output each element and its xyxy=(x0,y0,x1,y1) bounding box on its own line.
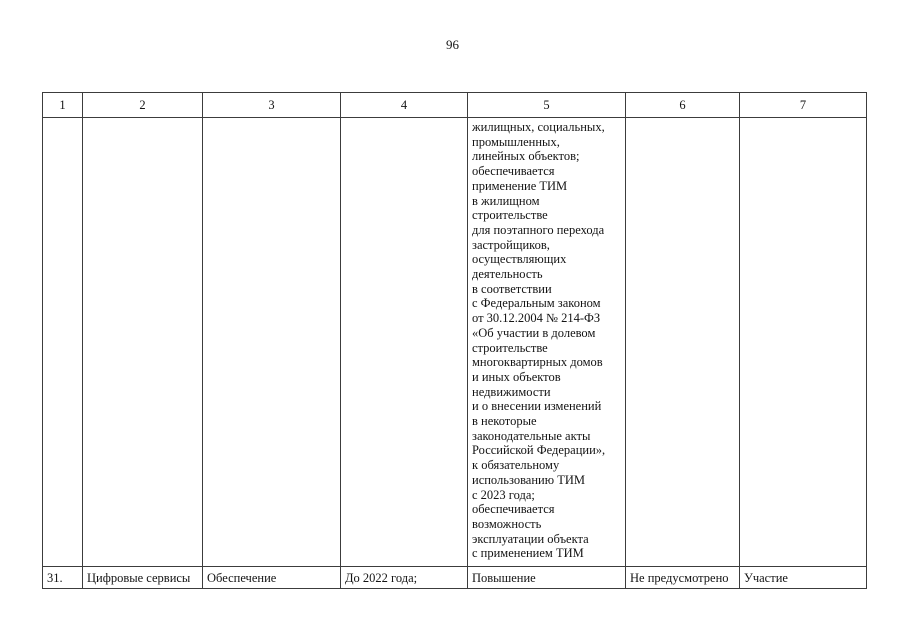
continuation-cell-7 xyxy=(739,117,867,567)
table-row: 31. Цифровые сервисы Обеспечение До 2022… xyxy=(42,566,867,589)
continuation-cell-5: жилищных, социальных, промышленных, лине… xyxy=(467,117,626,567)
header-cell-4: 4 xyxy=(340,92,468,118)
header-cell-5: 5 xyxy=(467,92,626,118)
row31-col4-text: До 2022 года; xyxy=(345,570,418,585)
continuation-col5-text: жилищных, социальных, промышленных, лине… xyxy=(472,120,606,561)
row31-cell-6: Не предусмотрено xyxy=(625,566,740,589)
continuation-cell-2 xyxy=(82,117,203,567)
continuation-cell-3 xyxy=(202,117,341,567)
row31-cell-2: Цифровые сервисы xyxy=(82,566,203,589)
header-cell-7: 7 xyxy=(739,92,867,118)
row31-col7-text: Участие xyxy=(744,570,788,585)
continuation-cell-4 xyxy=(340,117,468,567)
row31-cell-5: Повышение xyxy=(467,566,626,589)
row31-col2-text: Цифровые сервисы xyxy=(87,570,191,585)
continuation-cell-1 xyxy=(42,117,83,567)
header-cell-1: 1 xyxy=(42,92,83,118)
page-number: 96 xyxy=(446,37,459,52)
row31-cell-4: До 2022 года; xyxy=(340,566,468,589)
row31-num: 31. xyxy=(47,570,63,585)
data-table: 1 2 3 4 5 6 7 жилищных, социальных, пром… xyxy=(42,92,867,589)
row31-col5-text: Повышение xyxy=(472,570,536,585)
continuation-row: жилищных, социальных, промышленных, лине… xyxy=(42,117,867,567)
row31-col3-text: Обеспечение xyxy=(207,570,277,585)
row31-col6-text: Не предусмотрено xyxy=(630,570,729,585)
row31-cell-7: Участие xyxy=(739,566,867,589)
header-cell-3: 3 xyxy=(202,92,341,118)
table-header-row: 1 2 3 4 5 6 7 xyxy=(42,92,867,118)
row31-cell-num: 31. xyxy=(42,566,83,589)
header-cell-6: 6 xyxy=(625,92,740,118)
continuation-cell-6 xyxy=(625,117,740,567)
row31-cell-3: Обеспечение xyxy=(202,566,341,589)
header-cell-2: 2 xyxy=(82,92,203,118)
